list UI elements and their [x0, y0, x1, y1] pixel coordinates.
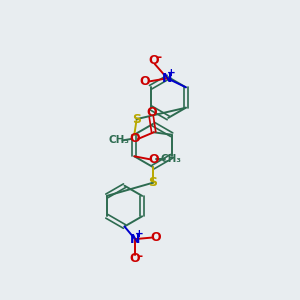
Text: O: O [140, 75, 150, 88]
Text: -: - [138, 250, 143, 263]
Text: CH₃: CH₃ [108, 135, 129, 146]
Text: O: O [146, 106, 157, 119]
Text: N: N [130, 232, 140, 246]
Text: CH₃: CH₃ [160, 154, 182, 164]
Text: -: - [157, 51, 162, 64]
Text: S: S [148, 176, 158, 189]
Text: +: + [167, 68, 176, 79]
Text: O: O [151, 231, 161, 244]
Text: O: O [149, 153, 159, 166]
Text: S: S [132, 112, 141, 126]
Text: O: O [129, 132, 140, 146]
Text: N: N [162, 72, 172, 85]
Text: O: O [130, 252, 140, 265]
Text: +: + [135, 229, 144, 239]
Text: O: O [149, 54, 159, 67]
